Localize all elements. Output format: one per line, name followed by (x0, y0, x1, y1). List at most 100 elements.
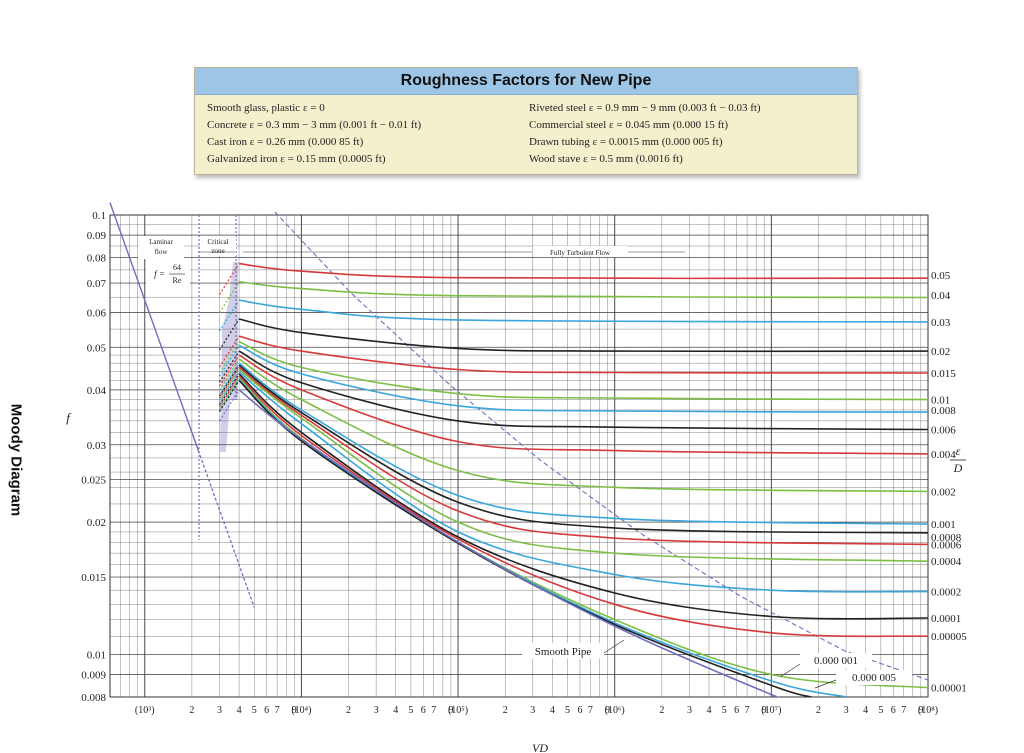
laminar-formula-numerator: 64 (173, 263, 181, 272)
y-tick-label: 0.08 (87, 253, 107, 265)
series-line (238, 299, 928, 323)
y-tick-label: 0.01 (87, 649, 106, 661)
laminar-flow-line (109, 202, 200, 451)
laminar-label-bg (138, 236, 184, 259)
roughness-entry: Concrete ε = 0.3 mm − 3 mm (0.001 ft − 0… (207, 119, 422, 131)
x-tick-label: 4 (393, 705, 398, 716)
series-line (238, 362, 928, 525)
roughness-left-column: Smooth glass, plastic ε = 0 Concrete ε =… (207, 100, 421, 168)
turbulent-label-bg (533, 246, 627, 257)
roughness-label: 0.03 (931, 317, 951, 329)
series-line (238, 340, 928, 401)
roughness-label-small: 0.000 001 (814, 655, 858, 667)
series-line (238, 350, 928, 431)
x-tick-label: 6 (891, 705, 896, 716)
series-line (238, 366, 928, 546)
x-tick-label: 2 (503, 705, 508, 716)
roughness-entry: Smooth glass, plastic ε = 0 (207, 102, 325, 114)
y-tick-label: 0.03 (87, 440, 107, 452)
y-tick-label: 0.008 (81, 692, 106, 704)
x-tick-label: 6 (577, 705, 582, 716)
series-line (238, 368, 928, 562)
x-tick-label: 2 (346, 705, 351, 716)
x-tick-label: 9 (918, 705, 923, 716)
series-line (238, 344, 928, 413)
x-tick-label: 9 (762, 705, 767, 716)
roughness-entry: Galvanized iron ε = 0.15 mm (0.0005 ft) (207, 153, 386, 165)
y-tick-label: 0.1 (92, 210, 106, 222)
roughness-label: 0.0004 (931, 556, 962, 568)
roughness-label: 0.01 (931, 395, 950, 407)
x-tick-label: 3 (687, 705, 692, 716)
roughness-label: 0.004 (931, 449, 956, 461)
roughness-entry: Commercial steel ε = 0.045 mm (0.000 15 … (529, 119, 729, 131)
roughness-entry: Wood stave ε = 0.5 mm (0.0016 ft) (529, 153, 683, 165)
x-tick-label: (10⁵) (448, 705, 468, 716)
x-axis-label: VD (532, 741, 548, 753)
roughness-label: 0.008 (931, 405, 956, 417)
roughness-label: 0.001 (931, 519, 956, 531)
roughness-label: 0.002 (931, 486, 956, 498)
x-tick-label: (10⁶) (605, 705, 625, 716)
x-tick-label: 5 (565, 705, 570, 716)
smooth-pipe-leader (603, 639, 625, 654)
critical-label-bg (200, 236, 236, 256)
series-line (238, 358, 928, 493)
smooth-pipe-bg (522, 643, 604, 659)
laminar-label: flow (155, 248, 169, 256)
x-tick-label: 7 (745, 705, 750, 716)
x-tick-label: 9 (448, 705, 453, 716)
y-tick-label: 0.09 (87, 230, 107, 242)
x-tick-label: 4 (863, 705, 868, 716)
y-tick-label: 0.05 (87, 342, 107, 354)
series-line (238, 371, 928, 593)
roughness-label: 0.02 (931, 346, 950, 358)
y-tick-label: 0.015 (81, 572, 106, 584)
turbulent-boundary-line (274, 211, 929, 681)
y-tick-label: 0.04 (87, 385, 107, 397)
series-line (238, 375, 928, 638)
eps-small-1-bg (800, 653, 872, 668)
x-tick-label: 5 (408, 705, 413, 716)
x-tick-label: 6 (421, 705, 426, 716)
x-tick-label: 4 (237, 705, 242, 716)
x-tick-label: (10⁴) (291, 705, 311, 716)
x-tick-label: 6 (264, 705, 269, 716)
series-line (238, 389, 785, 697)
x-tick-label: (10⁷) (761, 705, 781, 716)
roughness-entry: Riveted steel ε = 0.9 mm − 9 mm (0.003 f… (529, 102, 761, 114)
x-tick-label: 5 (878, 705, 883, 716)
fully-turbulent-label: Fully Turbulent Flow (550, 249, 611, 257)
y-tick-label: 0.009 (81, 670, 106, 682)
right-axis-d: D (953, 461, 963, 475)
x-tick-label: 4 (707, 705, 712, 716)
x-tick-label: 3 (530, 705, 535, 716)
y-tick-label: 0.06 (87, 307, 107, 319)
y-tick-label: 0.07 (87, 278, 107, 290)
x-tick-label: (10³) (135, 705, 155, 716)
eps-small-2-leader (814, 679, 837, 689)
critical-zone-label: zone (211, 247, 224, 255)
y-tick-label: 0.025 (81, 475, 106, 487)
x-tick-label: 7 (275, 705, 280, 716)
x-tick-label: 9 (605, 705, 610, 716)
x-tick-label: 5 (722, 705, 727, 716)
series-line (238, 318, 928, 353)
roughness-entry: Drawn tubing ε = 0.0015 mm (0.000 005 ft… (529, 136, 723, 148)
roughness-table: Roughness Factors for New Pipe Smooth gl… (194, 67, 858, 175)
roughness-right-column: Riveted steel ε = 0.9 mm − 9 mm (0.003 f… (529, 100, 761, 168)
roughness-label-small: 0.000 005 (852, 672, 897, 684)
roughness-label: 0.04 (931, 290, 951, 302)
x-tick-label: 6 (734, 705, 739, 716)
series-line (239, 280, 928, 299)
roughness-label: 0.0006 (931, 539, 962, 551)
roughness-label: 0.006 (931, 424, 956, 436)
y-tick-label: 0.02 (87, 517, 106, 529)
series-line (238, 364, 928, 534)
x-tick-label: 4 (550, 705, 555, 716)
y-axis-label: f (66, 410, 72, 425)
roughness-label: 0.015 (931, 368, 956, 380)
roughness-table-title: Roughness Factors for New Pipe (195, 68, 857, 95)
series-line (238, 335, 928, 374)
